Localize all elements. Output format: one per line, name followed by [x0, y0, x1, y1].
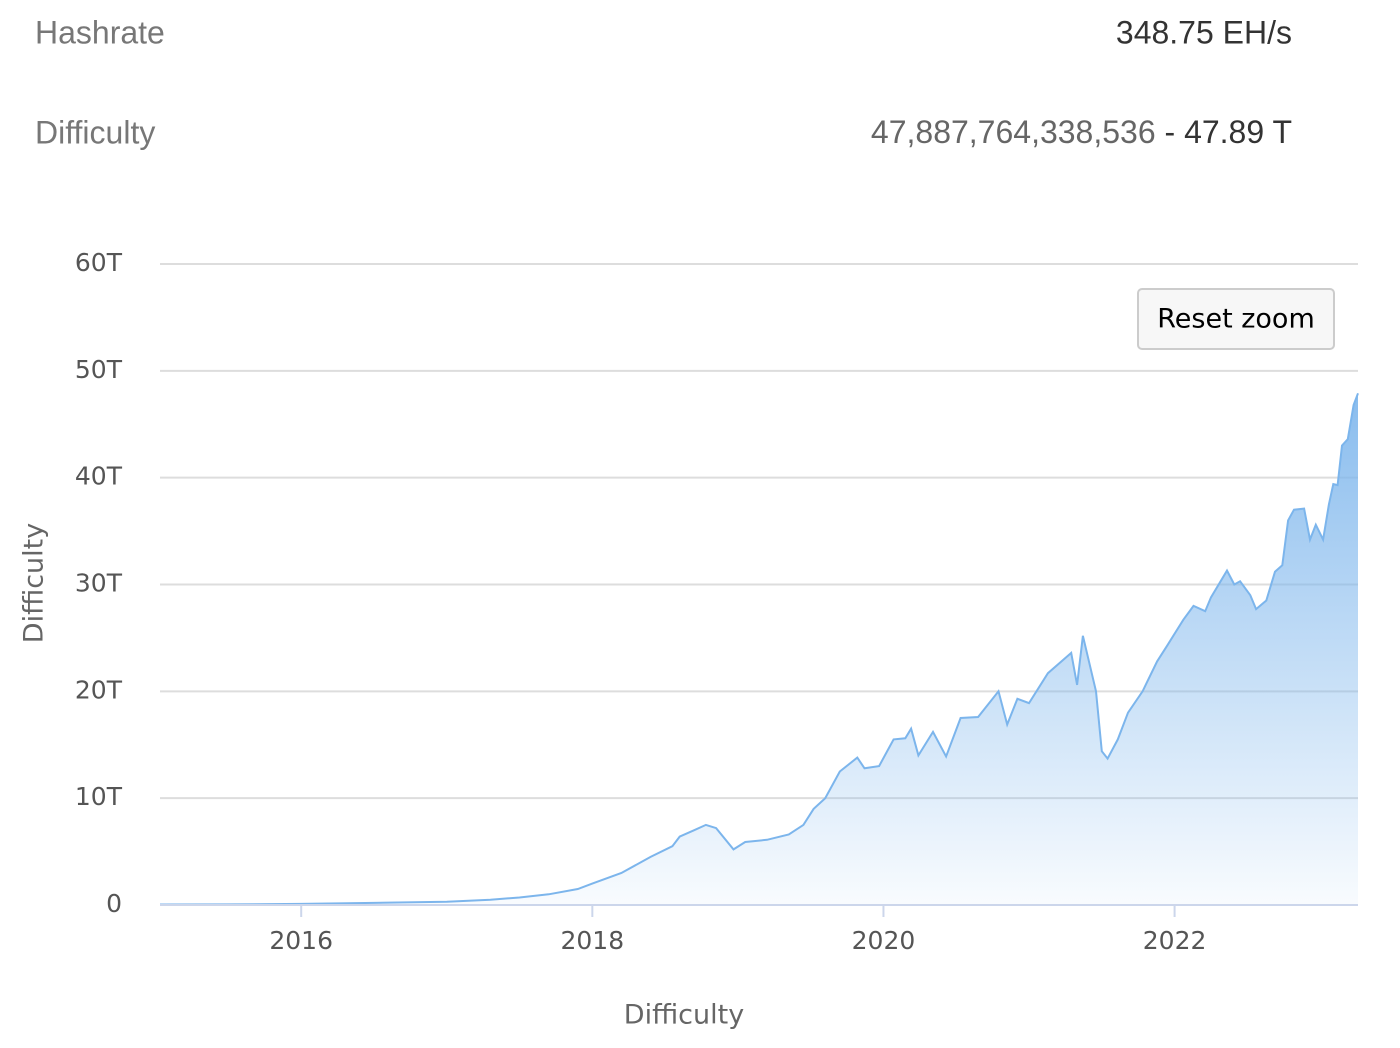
reset-zoom-button[interactable]: Reset zoom	[1137, 288, 1335, 350]
stat-label: Hashrate	[35, 14, 165, 50]
chart: 0 10T 20T 30T 40T 50T 60T 2016 2018 2020 2022	[75, 248, 1359, 955]
stat-separator: -	[1165, 114, 1176, 150]
y-tick-label: 30T	[75, 569, 123, 598]
x-axis-title: Difficulty	[624, 1000, 744, 1031]
y-tick-label: 20T	[75, 675, 123, 704]
y-tick-label: 50T	[75, 355, 123, 384]
x-tick-label: 2018	[561, 926, 625, 955]
button-label[interactable]: Reset zoom	[1157, 304, 1315, 335]
button-bg[interactable]	[1137, 288, 1335, 350]
y-tick-label: 10T	[75, 782, 123, 811]
y-tick-label: 0	[106, 889, 122, 918]
stat-value: 47,887,764,338,536 - 47.89 T	[871, 114, 1292, 150]
y-tick-label: 60T	[75, 248, 123, 277]
stat-label: Difficulty	[35, 114, 155, 150]
y-tick-label: 40T	[75, 462, 123, 491]
x-tick-label: 2016	[269, 926, 333, 955]
x-tick-label: 2022	[1143, 926, 1207, 955]
x-tick-label: 2020	[852, 926, 916, 955]
stat-short: 47.89 T	[1184, 114, 1292, 150]
y-axis-title: Difficulty	[19, 523, 50, 643]
area-fill	[160, 393, 1358, 905]
area-line	[159, 392, 1359, 906]
stat-full: 47,887,764,338,536	[871, 114, 1156, 150]
stat-value: 348.75 EH/s	[1116, 14, 1292, 50]
